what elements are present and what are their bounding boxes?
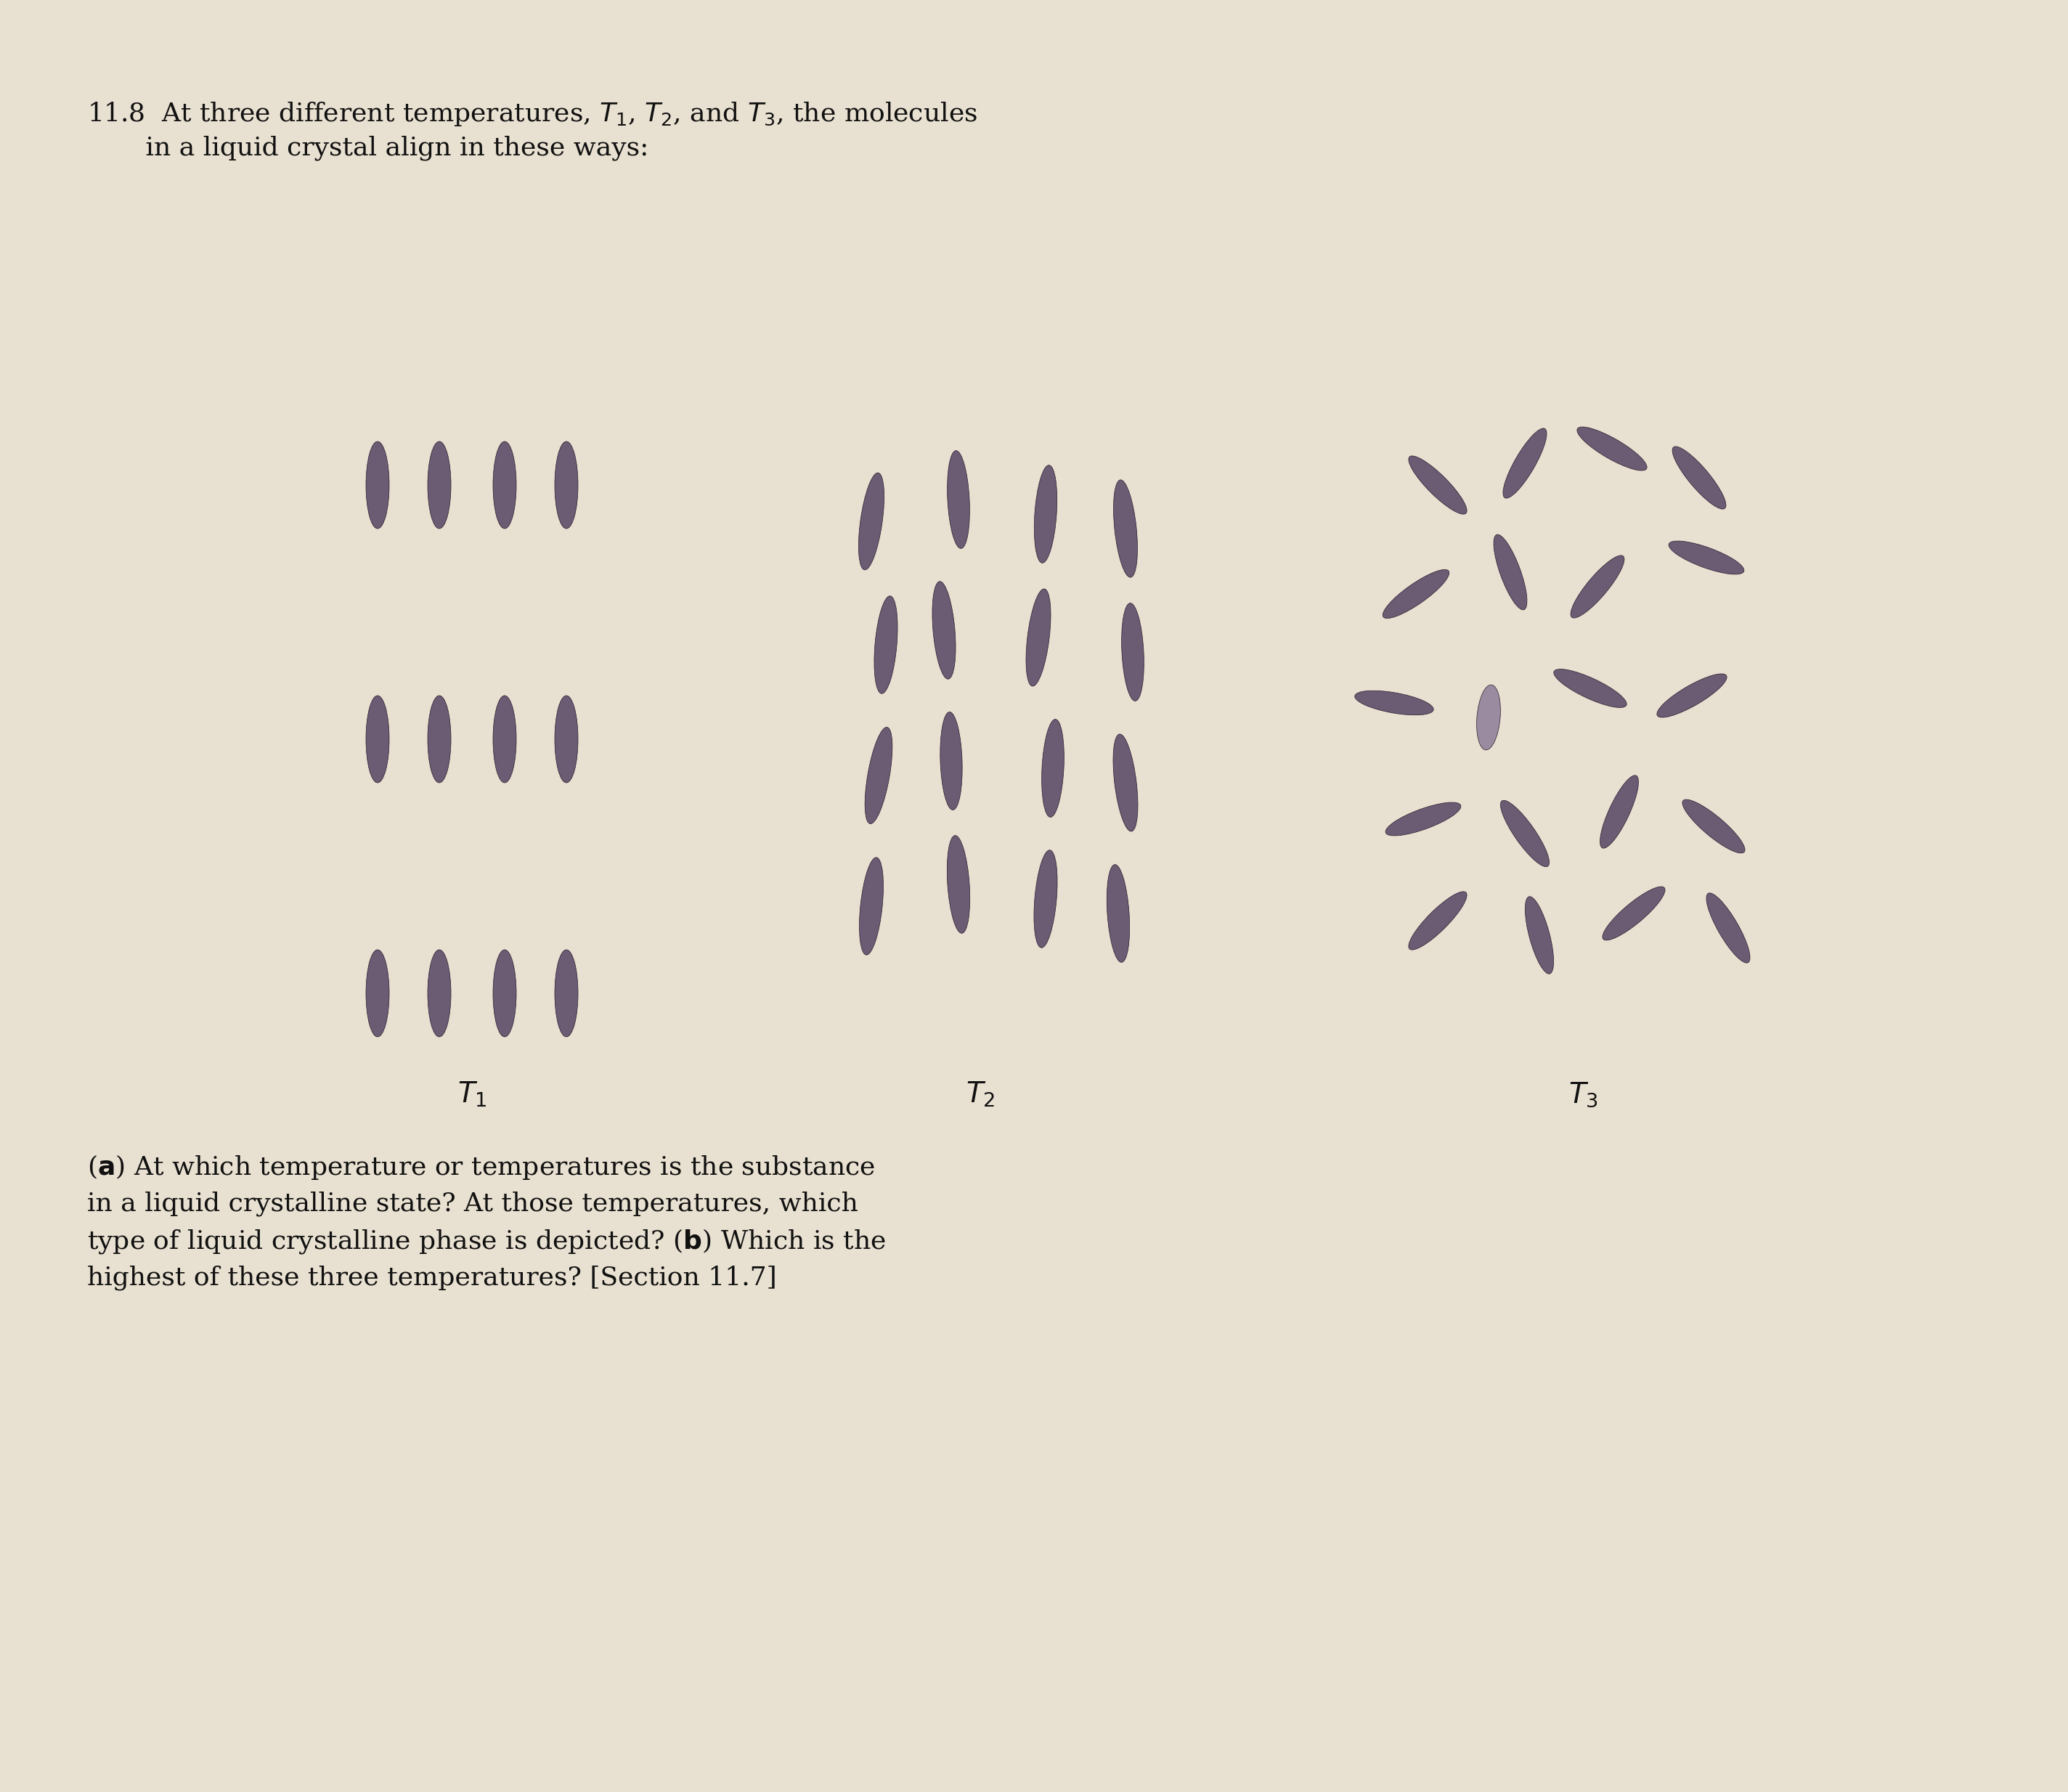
- Ellipse shape: [947, 835, 970, 934]
- Ellipse shape: [1501, 801, 1549, 867]
- Ellipse shape: [366, 441, 389, 529]
- Ellipse shape: [1503, 428, 1547, 498]
- Ellipse shape: [428, 695, 451, 783]
- Ellipse shape: [1121, 604, 1144, 701]
- Ellipse shape: [860, 857, 883, 955]
- Ellipse shape: [1026, 590, 1051, 686]
- Ellipse shape: [492, 441, 517, 529]
- Ellipse shape: [1477, 685, 1501, 749]
- Ellipse shape: [875, 597, 898, 694]
- Ellipse shape: [1603, 887, 1665, 941]
- Ellipse shape: [492, 695, 517, 783]
- Text: $T_1$: $T_1$: [457, 1081, 486, 1109]
- Ellipse shape: [554, 441, 577, 529]
- Text: 11.8  At three different temperatures, $T_1$, $T_2$, and $T_3$, the molecules
  : 11.8 At three different temperatures, $T…: [87, 100, 978, 161]
- Ellipse shape: [1034, 466, 1057, 563]
- Ellipse shape: [1493, 534, 1526, 609]
- Ellipse shape: [858, 473, 885, 570]
- Ellipse shape: [366, 695, 389, 783]
- Ellipse shape: [1601, 776, 1638, 848]
- Ellipse shape: [947, 450, 970, 548]
- Ellipse shape: [1113, 480, 1137, 577]
- Ellipse shape: [941, 711, 962, 810]
- Ellipse shape: [1113, 735, 1137, 831]
- Ellipse shape: [366, 950, 389, 1038]
- Ellipse shape: [554, 950, 577, 1038]
- Ellipse shape: [1570, 556, 1623, 618]
- Text: $T_3$: $T_3$: [1568, 1081, 1599, 1109]
- Ellipse shape: [864, 728, 891, 824]
- Ellipse shape: [1673, 446, 1727, 509]
- Text: $T_2$: $T_2$: [966, 1081, 995, 1109]
- Ellipse shape: [1683, 799, 1745, 853]
- Ellipse shape: [1408, 455, 1466, 514]
- Ellipse shape: [492, 950, 517, 1038]
- Ellipse shape: [1706, 892, 1750, 962]
- Ellipse shape: [1355, 690, 1433, 715]
- Ellipse shape: [1042, 719, 1065, 817]
- Ellipse shape: [1669, 541, 1743, 573]
- Text: ($\mathbf{a}$) At which temperature or temperatures is the substance
in a liquid: ($\mathbf{a}$) At which temperature or t…: [87, 1152, 885, 1290]
- Ellipse shape: [428, 950, 451, 1038]
- Ellipse shape: [933, 581, 955, 679]
- Ellipse shape: [1034, 849, 1057, 948]
- Ellipse shape: [1106, 864, 1129, 962]
- Ellipse shape: [1578, 426, 1646, 471]
- Ellipse shape: [1408, 892, 1466, 950]
- Ellipse shape: [428, 441, 451, 529]
- Ellipse shape: [1524, 896, 1553, 973]
- Ellipse shape: [1553, 668, 1628, 708]
- Ellipse shape: [1383, 570, 1450, 618]
- Ellipse shape: [554, 695, 577, 783]
- Ellipse shape: [1386, 803, 1460, 835]
- Ellipse shape: [1656, 674, 1727, 717]
